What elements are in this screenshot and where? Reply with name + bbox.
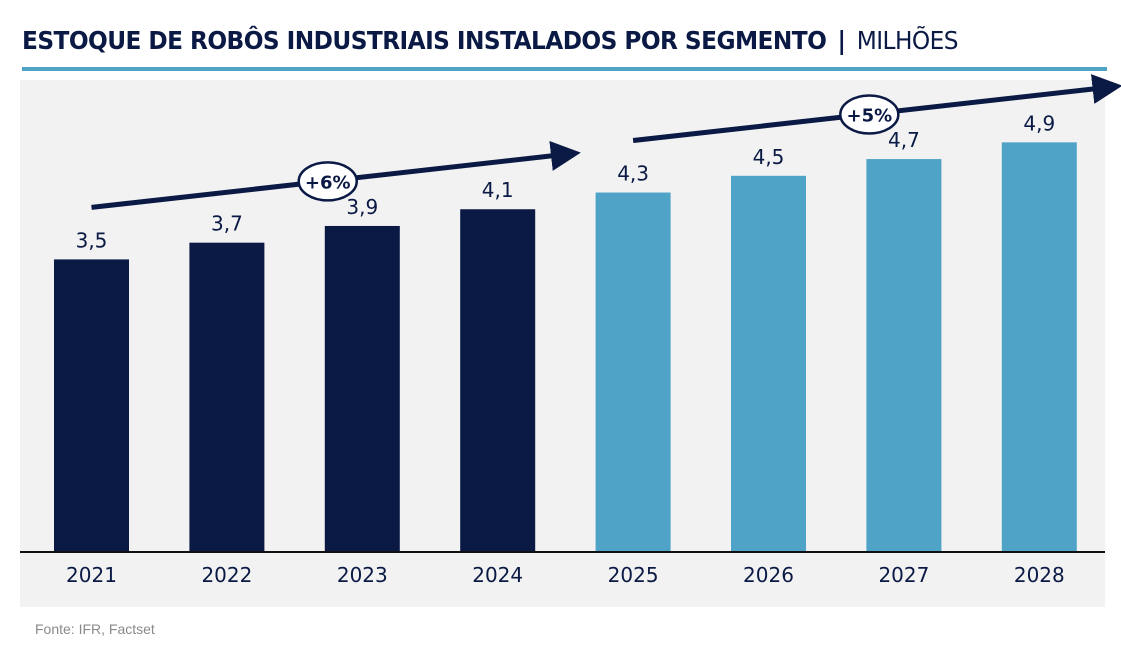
value-label-2022: 3,7: [211, 212, 243, 236]
title-underline: [22, 67, 1107, 71]
bar-2024: [460, 209, 536, 553]
x-tick-label-2026: 2026: [743, 563, 794, 587]
value-label-2021: 3,5: [76, 228, 108, 252]
bar-2021: [54, 259, 129, 552]
bar-2022: [189, 242, 265, 552]
bar-2025: [595, 192, 671, 552]
annotations-layer: +6% +5%: [91, 74, 1121, 210]
growth-arrow-2: +5%: [632, 74, 1121, 144]
growth-badge-label: +5%: [846, 105, 892, 126]
x-tick-label-2023: 2023: [337, 563, 388, 587]
chart-title-main: ESTOQUE DE ROBÔS INDUSTRIAIS INSTALADOS …: [22, 26, 827, 55]
bar-2026: [731, 175, 806, 553]
bar-2027: [866, 159, 942, 552]
value-labels-layer: 3,5 3,7 3,9 4,1 4,3 4,5 4,7 4,9: [76, 111, 1056, 252]
growth-badge-label: +6%: [305, 172, 351, 193]
growth-badge: [297, 161, 358, 202]
title-separator: |: [837, 26, 846, 55]
x-tick-label-2024: 2024: [472, 563, 523, 587]
value-label-2028: 4,9: [1023, 111, 1055, 135]
source-note: Fonte: IFR, Factset: [35, 621, 155, 637]
x-tick-label-2025: 2025: [608, 563, 659, 587]
value-label-2026: 4,5: [753, 145, 785, 169]
value-label-2025: 4,3: [617, 162, 649, 186]
x-tick-label-2022: 2022: [201, 563, 252, 587]
value-label-2023: 3,9: [346, 195, 378, 219]
x-tick-label-2027: 2027: [878, 563, 929, 587]
value-label-2027: 4,7: [888, 128, 920, 152]
value-label-2024: 4,1: [482, 178, 514, 202]
growth-badge: [839, 94, 900, 135]
bar-2028: [1001, 142, 1077, 553]
bars-layer: [54, 142, 1077, 553]
chart-title-unit: MILHÕES: [856, 26, 959, 55]
x-tick-label-2028: 2028: [1014, 563, 1065, 587]
x-axis-ticks-layer: 2021 2022 2023 2024 2025 2026 2027 2028: [66, 563, 1065, 587]
bar-2023: [324, 225, 400, 552]
chart-title: ESTOQUE DE ROBÔS INDUSTRIAIS INSTALADOS …: [22, 26, 959, 55]
growth-arrow-1: +6%: [91, 141, 581, 210]
x-tick-label-2021: 2021: [66, 563, 117, 587]
